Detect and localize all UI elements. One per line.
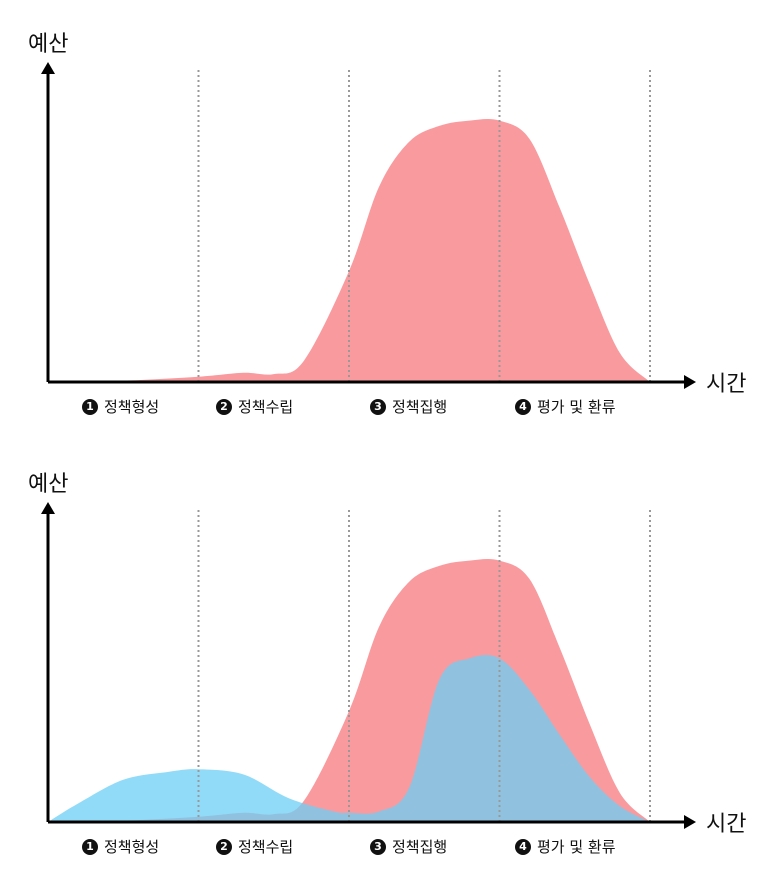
- budget-chart-bottom: 예산 시간 1 정책형성 2 정책수립 3 정책집행 4 평가 및 환류: [0, 440, 771, 883]
- x-axis-arrow: [684, 375, 696, 389]
- phase-labels: 1 정책형성 2 정책수립 3 정책집행 4 평가 및 환류: [0, 396, 771, 420]
- phase-number-badge: 4: [515, 838, 531, 855]
- phase-labels: 1 정책형성 2 정책수립 3 정책집행 4 평가 및 환류: [0, 836, 771, 860]
- x-axis-label: 시간: [706, 812, 747, 837]
- phase-label-3: 3 정책집행: [370, 396, 447, 417]
- budget-chart-top: 예산 시간 1 정책형성 2 정책수립 3 정책집행 4 평가 및 환류: [0, 32, 771, 420]
- y-axis-arrow: [41, 502, 55, 514]
- phase-label-4: 4 평가 및 환류: [515, 396, 616, 417]
- x-axis-arrow: [684, 815, 696, 829]
- chart-svg-top: [41, 62, 696, 389]
- phase-label-1: 1 정책형성: [82, 836, 159, 857]
- phase-label-3: 3 정책집행: [370, 836, 447, 857]
- y-axis-arrow: [41, 62, 55, 74]
- phase-number-badge: 2: [216, 838, 232, 855]
- y-axis-label: 예산: [28, 472, 69, 497]
- phase-number-badge: 2: [216, 398, 232, 415]
- x-axis-label: 시간: [706, 372, 747, 397]
- chart-svg-bottom: [41, 502, 696, 829]
- phase-number-badge: 3: [370, 838, 386, 855]
- phase-number-badge: 3: [370, 398, 386, 415]
- phase-label-2: 2 정책수립: [216, 396, 293, 417]
- phase-label-1: 1 정책형성: [82, 396, 159, 417]
- phase-label-4: 4 평가 및 환류: [515, 836, 616, 857]
- phase-number-badge: 1: [82, 838, 98, 855]
- phase-label-2: 2 정책수립: [216, 836, 293, 857]
- phase-number-badge: 4: [515, 398, 531, 415]
- phase-number-badge: 1: [82, 398, 98, 415]
- y-axis-label: 예산: [28, 32, 69, 57]
